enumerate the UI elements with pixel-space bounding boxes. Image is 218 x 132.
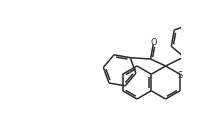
Text: O: O <box>150 38 157 47</box>
Text: S: S <box>178 71 183 80</box>
